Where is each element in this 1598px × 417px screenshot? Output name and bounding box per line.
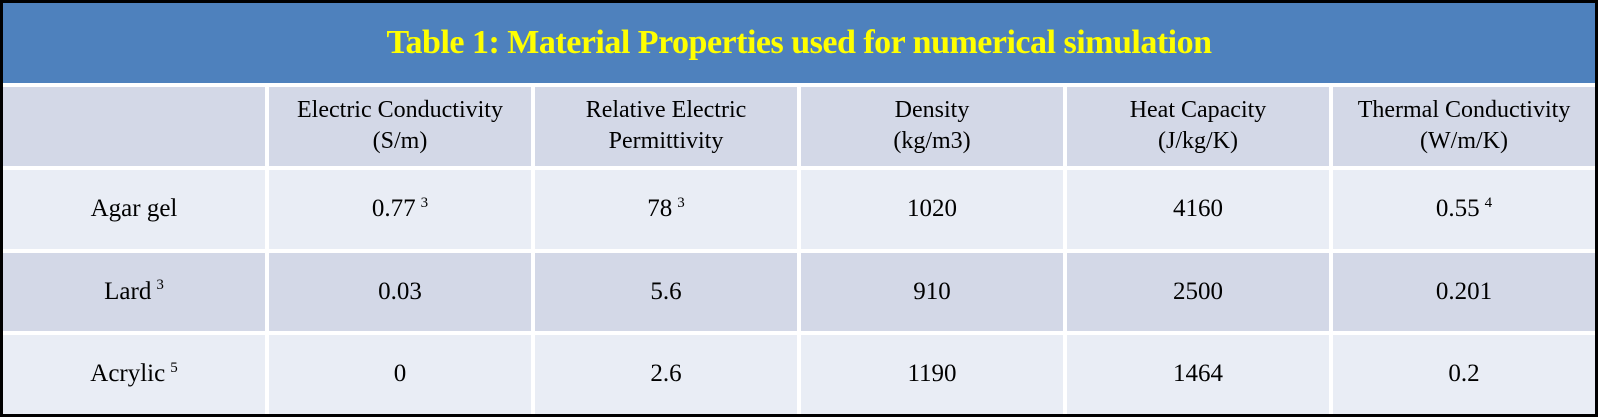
cell-lard-density: 910 (801, 252, 1063, 332)
cell-text: 910 (913, 277, 951, 305)
header-cell-electric-conductivity: Electric Conductivity (S/m) (269, 87, 531, 166)
header-cell-relative-permittivity: Relative Electric Permittivity (535, 87, 797, 166)
cell-text: 5.6 (650, 277, 682, 305)
header-cell-thermal-conductivity: Thermal Conductivity (W/m/K) (1333, 87, 1595, 166)
cell-acrylic-heat-capacity: 1464 (1067, 335, 1329, 414)
cell-text: 4160 (1173, 194, 1223, 222)
cell-lard-thermal-conductivity: 0.201 (1333, 252, 1595, 332)
cell-lard-electric-conductivity: 0.03 (269, 252, 531, 332)
cell-agar-gel-heat-capacity: 4160 (1067, 169, 1329, 249)
cell-acrylic-name: Acrylic 5 (3, 335, 265, 414)
table-title-bar: Table 1: Material Properties used for nu… (3, 3, 1595, 83)
cell-text: 0.03 (378, 277, 422, 305)
cell-text: Lard 3 (104, 277, 164, 305)
cell-text: 0.201 (1435, 277, 1493, 305)
cell-text: Acrylic 5 (90, 360, 178, 388)
cell-acrylic-electric-conductivity: 0 (269, 335, 531, 414)
cell-text: Agar gel (90, 194, 178, 222)
cell-text: 1020 (907, 194, 957, 222)
header-cell-heat-capacity: Heat Capacity (J/kg/K) (1067, 87, 1329, 166)
cell-text: 2.6 (650, 360, 682, 388)
cell-acrylic-thermal-conductivity: 0.2 (1333, 335, 1595, 414)
cell-text: 1190 (907, 360, 957, 388)
header-cell-blank (3, 87, 265, 166)
cell-agar-gel-density: 1020 (801, 169, 1063, 249)
cell-lard-relative-permittivity: 5.6 (535, 252, 797, 332)
cell-text: 0.55 4 (1435, 194, 1493, 222)
citation-superscript: 4 (1484, 194, 1493, 211)
citation-superscript: 3 (420, 194, 429, 211)
table-title: Table 1: Material Properties used for nu… (386, 24, 1212, 61)
cell-text: 0.77 3 (371, 194, 429, 222)
cell-agar-gel-relative-permittivity: 78 3 (535, 169, 797, 249)
cell-agar-gel-name: Agar gel (3, 169, 265, 249)
cell-acrylic-density: 1190 (801, 335, 1063, 414)
cell-lard-name: Lard 3 (3, 252, 265, 332)
cell-acrylic-relative-permittivity: 2.6 (535, 335, 797, 414)
cell-lard-heat-capacity: 2500 (1067, 252, 1329, 332)
cell-text: 2500 (1173, 277, 1223, 305)
material-properties-table: Electric Conductivity (S/m) Relative Ele… (3, 87, 1595, 414)
citation-superscript: 3 (677, 194, 685, 211)
citation-superscript: 5 (170, 360, 178, 377)
header-cell-density: Density (kg/m3) (801, 87, 1063, 166)
cell-text: 0 (393, 360, 407, 388)
citation-superscript: 3 (156, 277, 164, 294)
cell-text: 78 3 (647, 194, 685, 222)
cell-text: 1464 (1173, 360, 1223, 388)
cell-agar-gel-electric-conductivity: 0.77 3 (269, 169, 531, 249)
cell-text: 0.2 (1448, 360, 1480, 388)
cell-agar-gel-thermal-conductivity: 0.55 4 (1333, 169, 1595, 249)
